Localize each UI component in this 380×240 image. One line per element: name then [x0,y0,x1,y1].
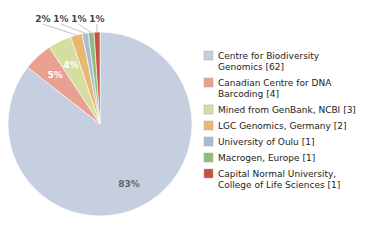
legend-label: Mined from GenBank, NCBI [3] [218,105,356,115]
data-label: 1% [53,14,68,24]
legend: Centre for BiodiversityGenomics [62] Cana… [204,51,356,190]
legend-swatch [204,51,213,60]
legend-label: Centre for BiodiversityGenomics [62] [218,51,320,72]
data-label: 4% [63,60,78,70]
data-labels: 83%5%4%2%1%1%1% [35,14,140,189]
legend-item: Capital Normal University,College of Lif… [204,169,340,190]
legend-swatch [204,78,213,87]
legend-item: Canadian Centre for DNABarcoding [4] [204,78,332,99]
leader-line [79,24,91,32]
data-label: 83% [118,179,140,189]
legend-swatch [204,121,213,130]
pie [8,32,192,216]
legend-swatch [204,137,213,146]
legend-item: LGC Genomics, Germany [2] [204,121,346,131]
data-label: 5% [47,70,62,80]
legend-swatch [204,153,213,162]
legend-item: University of Oulu [1] [204,137,314,147]
data-label: 2% [35,14,50,24]
data-label: 1% [89,14,104,24]
leader-line [43,24,77,35]
legend-swatch [204,105,213,114]
legend-item: Macrogen, Europe [1] [204,153,315,163]
legend-item: Mined from GenBank, NCBI [3] [204,105,356,115]
legend-label: Capital Normal University,College of Lif… [218,169,340,190]
legend-label: Macrogen, Europe [1] [218,153,315,163]
slice [94,32,100,124]
leader-line [96,24,97,32]
chart: 83%5%4%2%1%1%1%Centre for BiodiversityGe… [0,0,380,240]
leader-line [61,24,85,33]
legend-swatch [204,169,213,178]
slice [88,32,100,124]
legend-label: University of Oulu [1] [218,137,314,147]
legend-item: Centre for BiodiversityGenomics [62] [204,51,320,72]
legend-label: LGC Genomics, Germany [2] [218,121,346,131]
data-label: 1% [71,14,86,24]
slice [82,33,100,124]
slice [8,32,192,216]
legend-label: Canadian Centre for DNABarcoding [4] [218,78,332,99]
